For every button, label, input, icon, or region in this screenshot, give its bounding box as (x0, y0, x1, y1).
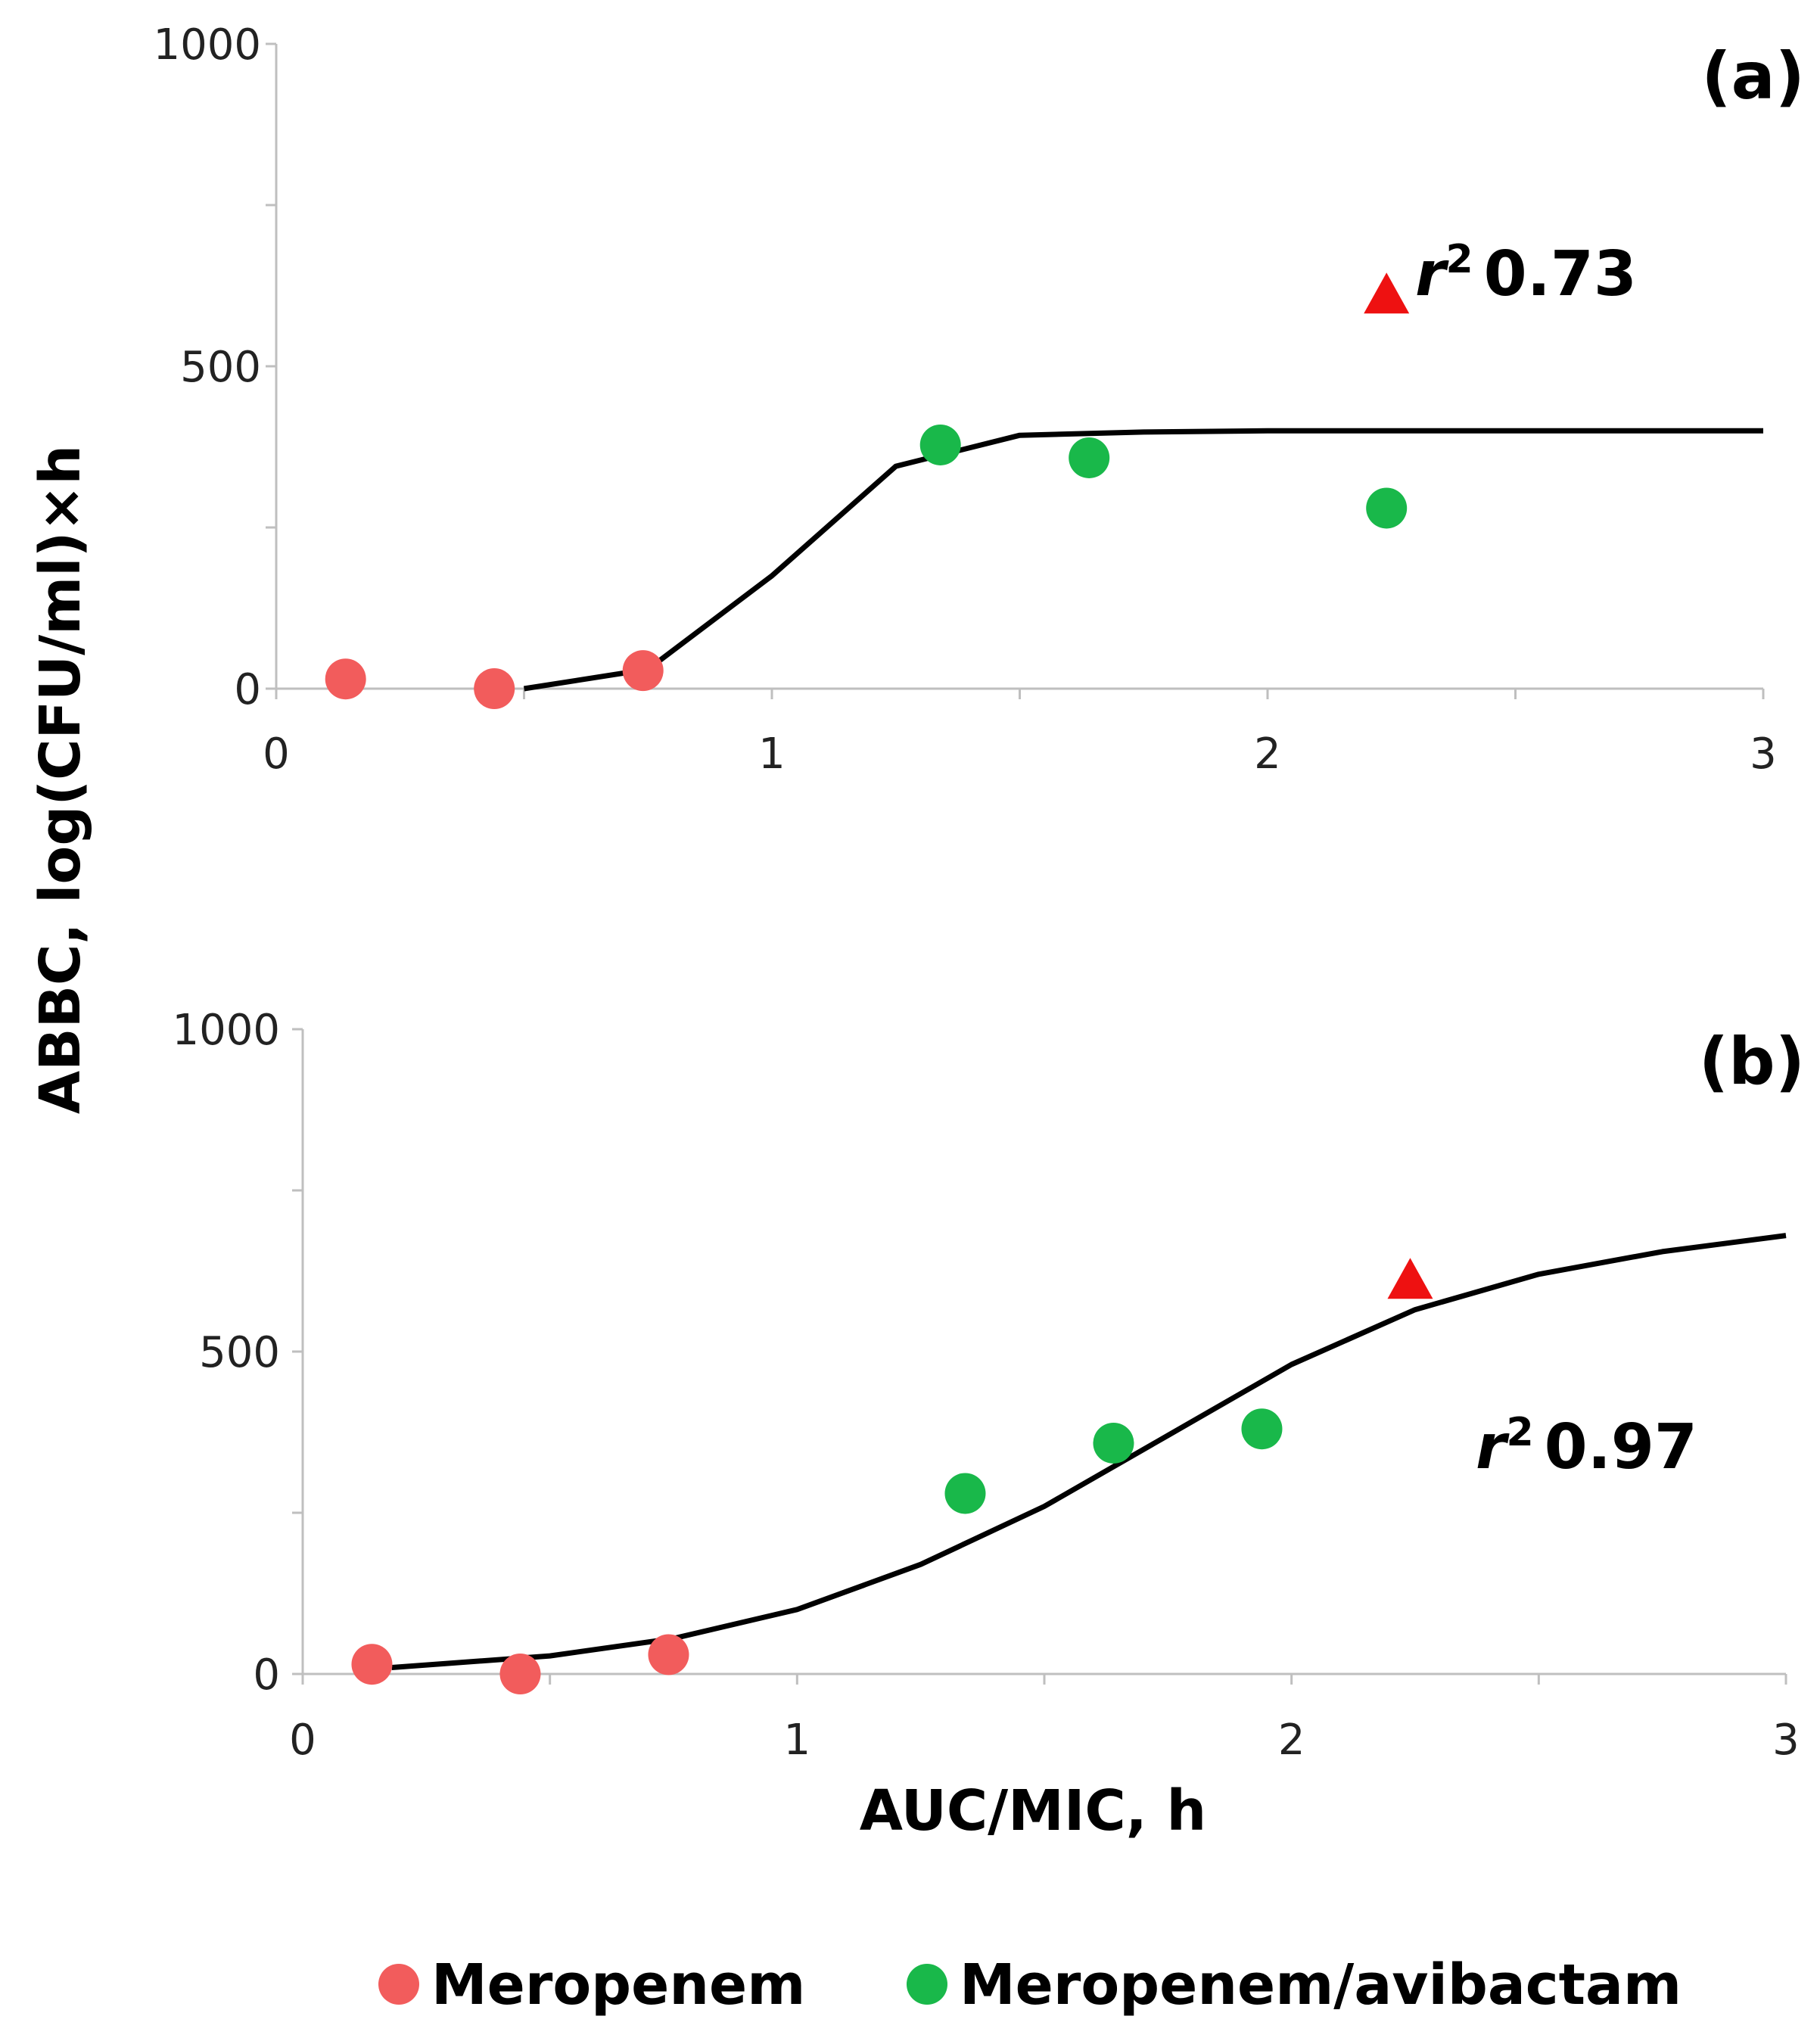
x-tick-label: 3 (1772, 1716, 1800, 1765)
x-tick-label: 1 (758, 730, 786, 779)
x-tick-label: 3 (1750, 730, 1777, 779)
meropenem-avibactam-point (1093, 1422, 1134, 1464)
legend-label: Meropenem (431, 1952, 805, 2018)
meropenem-avibactam-point (1069, 437, 1110, 478)
panel-label: (b) (1699, 1024, 1805, 1100)
meropenem-point (648, 1634, 689, 1675)
r-squared-value: 0.73 (1484, 238, 1637, 310)
r-symbol: r (1476, 1411, 1510, 1483)
y-tick-label: 0 (234, 665, 261, 714)
r-squared-annotation: r2 0.73 (1415, 237, 1637, 310)
x-tick-label: 0 (289, 1716, 316, 1765)
x-tick-label: 2 (1254, 730, 1281, 779)
x-tick-label: 2 (1278, 1716, 1305, 1765)
legend-label: Meropenem/avibactam (960, 1952, 1682, 2018)
r-squared-value: 0.97 (1545, 1411, 1697, 1483)
y-tick-label: 0 (253, 1651, 280, 1700)
y-tick-label: 500 (199, 1328, 280, 1377)
meropenem-point (474, 668, 515, 709)
fit-curve (391, 1233, 1787, 1670)
panel-label: (a) (1701, 39, 1805, 114)
x-tick-label: 1 (784, 1716, 811, 1765)
x-axis-title: AUC/MIC, h (860, 1778, 1206, 1843)
triangle-point (1387, 1258, 1433, 1299)
meropenem-point (351, 1644, 393, 1685)
meropenem-avibactam-point (1241, 1408, 1283, 1450)
meropenem-point (325, 658, 366, 700)
r-superscript: 2 (1506, 1410, 1533, 1455)
r-squared-annotation: r2 0.97 (1476, 1410, 1697, 1483)
x-tick-label: 0 (263, 730, 290, 779)
legend-marker (378, 1964, 419, 2005)
meropenem-avibactam-point (944, 1473, 986, 1514)
meropenem-point (622, 650, 664, 692)
meropenem-avibactam-point (919, 424, 961, 465)
legend: Meropenem Meropenem/avibactam (378, 1952, 1682, 2018)
legend-marker (907, 1964, 947, 2005)
y-axis-title: ABBC, log(CFU/ml)×h (28, 445, 93, 1114)
fit-curve (523, 428, 1763, 692)
triangle-point (1364, 272, 1410, 314)
y-tick-label: 1000 (172, 1006, 280, 1055)
y-tick-label: 1000 (153, 20, 261, 70)
y-tick-label: 500 (180, 343, 261, 392)
meropenem-point (499, 1654, 541, 1694)
r-superscript: 2 (1445, 237, 1473, 282)
r-symbol: r (1415, 238, 1449, 310)
meropenem-avibactam-point (1366, 487, 1408, 529)
